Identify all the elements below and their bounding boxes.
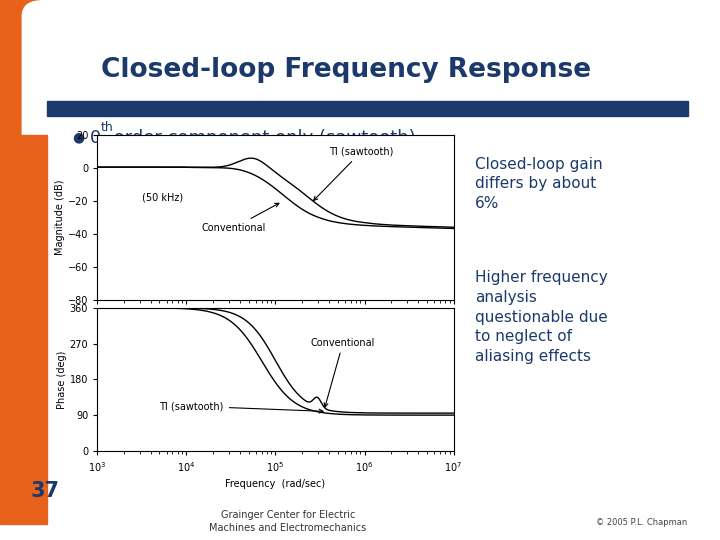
- Text: Conventional: Conventional: [202, 203, 279, 233]
- Text: TI (sawtooth): TI (sawtooth): [159, 401, 323, 413]
- Y-axis label: Phase (deg): Phase (deg): [57, 350, 67, 409]
- Text: © 2005 P.L. Chapman: © 2005 P.L. Chapman: [596, 518, 688, 528]
- Text: Grainger Center for Electric
Machines and Electromechanics: Grainger Center for Electric Machines an…: [210, 510, 366, 532]
- Text: ●: ●: [72, 131, 84, 145]
- Text: Higher frequency
analysis
questionable due
to neglect of
aliasing effects: Higher frequency analysis questionable d…: [475, 270, 608, 364]
- Text: Closed-loop Frequency Response: Closed-loop Frequency Response: [101, 57, 591, 83]
- Text: (50 kHz): (50 kHz): [143, 193, 184, 202]
- Text: 0: 0: [90, 129, 102, 147]
- Text: 37: 37: [30, 481, 59, 501]
- Text: order component only (sawtooth): order component only (sawtooth): [108, 129, 415, 147]
- Y-axis label: Magnitude (dB): Magnitude (dB): [55, 180, 65, 255]
- Text: Closed-loop gain
differs by about
6%: Closed-loop gain differs by about 6%: [475, 157, 603, 211]
- Text: Conventional: Conventional: [311, 338, 375, 407]
- X-axis label: Frequency  (rad/sec): Frequency (rad/sec): [225, 480, 325, 489]
- Text: TI (sawtooth): TI (sawtooth): [314, 147, 393, 200]
- Text: th: th: [101, 122, 114, 134]
